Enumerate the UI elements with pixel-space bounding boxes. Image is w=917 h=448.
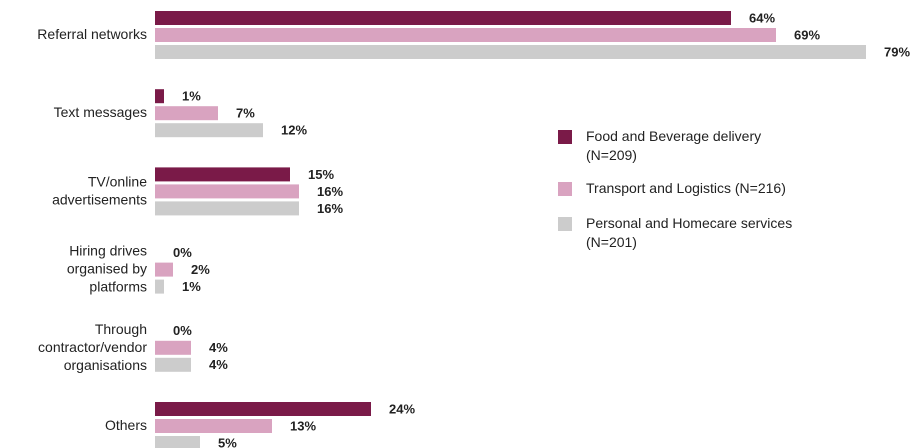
- value-label: 24%: [389, 401, 415, 416]
- category-label: Others: [105, 417, 147, 433]
- value-label: 12%: [281, 123, 307, 138]
- legend-label-line: Transport and Logistics (N=216): [586, 180, 786, 196]
- value-label: 13%: [290, 418, 316, 433]
- bar: [155, 262, 173, 277]
- category-label-line: Through: [95, 321, 147, 337]
- value-label: 1%: [182, 89, 201, 104]
- category-label-line: advertisements: [52, 191, 147, 207]
- bar: [155, 419, 272, 433]
- legend-label: Food and Beverage delivery (N=209): [586, 128, 761, 163]
- legend-label: Transport and Logistics (N=216): [586, 180, 786, 196]
- bar: [155, 201, 299, 216]
- category-label-line: Others: [105, 417, 147, 433]
- category-label: Through contractor/vendor organisations: [38, 321, 147, 373]
- value-label: 7%: [236, 106, 255, 121]
- value-label: 2%: [191, 262, 210, 277]
- legend-swatch: [558, 182, 572, 196]
- category-label: Hiring drives organised by platforms: [67, 242, 147, 294]
- legend-label-line: (N=201): [586, 234, 637, 250]
- value-label: 79%: [884, 44, 910, 59]
- value-label: 15%: [308, 167, 334, 182]
- legend-label: Personal and Homecare services (N=201): [586, 215, 792, 250]
- value-label: 16%: [317, 184, 343, 199]
- legend-label-line: Food and Beverage delivery: [586, 128, 761, 144]
- bar: [155, 89, 164, 104]
- value-label: 4%: [209, 357, 228, 372]
- bar: [155, 402, 371, 416]
- value-label: 0%: [173, 245, 192, 260]
- category-label-line: organised by: [67, 260, 147, 276]
- category-label-line: contractor/vendor: [38, 339, 147, 355]
- value-label: 5%: [218, 435, 237, 448]
- legend-swatch: [558, 217, 572, 231]
- category-label-line: Hiring drives: [69, 242, 147, 258]
- bar: [155, 106, 218, 121]
- legend-label-line: (N=209): [586, 147, 637, 163]
- category-label-line: organisations: [64, 357, 147, 373]
- bar: [155, 184, 299, 199]
- bar: [155, 279, 164, 294]
- category-label: TV/online advertisements: [52, 173, 147, 207]
- value-label: 69%: [794, 27, 820, 42]
- bar: [155, 28, 776, 42]
- bar: [155, 436, 200, 448]
- category-label: Text messages: [54, 104, 147, 120]
- value-label: 1%: [182, 279, 201, 294]
- value-label: 16%: [317, 201, 343, 216]
- bar: [155, 123, 263, 138]
- category-label-line: platforms: [89, 278, 147, 294]
- bar: [155, 340, 191, 355]
- category-label-line: TV/online: [88, 173, 147, 189]
- value-label: 4%: [209, 340, 228, 355]
- legend-swatch: [558, 130, 572, 144]
- value-label: 0%: [173, 323, 192, 338]
- value-label: 64%: [749, 10, 775, 25]
- bar: [155, 45, 866, 59]
- category-label-line: Text messages: [54, 104, 147, 120]
- bar: [155, 167, 290, 182]
- bar: [155, 11, 731, 25]
- category-label-line: Referral networks: [37, 26, 147, 42]
- legend-label-line: Personal and Homecare services: [586, 215, 792, 231]
- category-label: Referral networks: [37, 26, 147, 42]
- bar: [155, 357, 191, 372]
